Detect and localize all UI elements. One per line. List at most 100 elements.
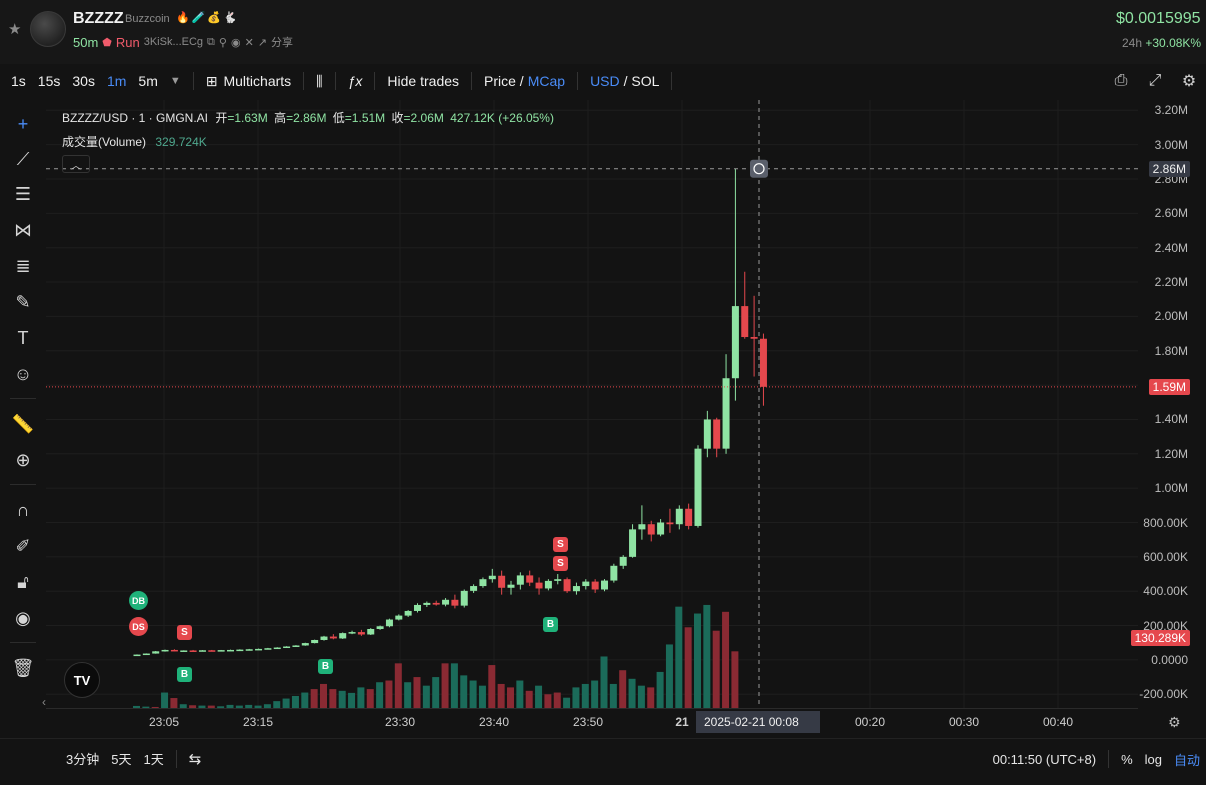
range-3min[interactable]: 3分钟 xyxy=(66,752,100,767)
lock-drawing-icon[interactable]: ✐ xyxy=(15,535,31,556)
volume-bar xyxy=(722,611,730,708)
volume-bar xyxy=(329,689,337,708)
lock-icon[interactable]: 🔓︎ xyxy=(17,571,29,592)
candle-body xyxy=(208,650,216,652)
candle-body xyxy=(170,649,178,652)
time-axis-label: 21 xyxy=(675,715,689,729)
log-toggle[interactable]: log xyxy=(1144,751,1162,767)
zoom-in-icon[interactable]: ⊕ xyxy=(15,449,31,470)
time-axis-label: 00:30 xyxy=(948,715,980,729)
candle-body xyxy=(601,580,608,590)
volume-bar xyxy=(282,698,290,708)
interval-1m[interactable]: 1m xyxy=(106,73,127,89)
volume-bar xyxy=(170,698,178,708)
sol-toggle[interactable]: / SOL xyxy=(623,73,660,89)
website-icon[interactable]: ◉ xyxy=(230,36,241,49)
tradingview-logo[interactable]: TV xyxy=(64,662,100,698)
goto-date-icon[interactable]: ⇆ xyxy=(188,750,202,768)
volume-bar xyxy=(366,689,374,708)
crosshair-price-tag: 2.86M xyxy=(1148,160,1190,177)
sell-marker[interactable]: S xyxy=(553,537,568,552)
volume-bar xyxy=(478,685,486,708)
price-axis-label: 3.00M xyxy=(1154,137,1188,152)
candle-body xyxy=(619,556,627,566)
candle-body xyxy=(629,529,637,557)
token-name: Buzzcoin xyxy=(125,13,170,25)
interval-30s[interactable]: 30s xyxy=(72,73,95,89)
magnet-icon[interactable]: ∩ xyxy=(16,499,30,520)
share-label[interactable]: 分享 xyxy=(271,37,293,49)
mcap-toggle[interactable]: MCap xyxy=(527,73,566,89)
interval-15s[interactable]: 15s xyxy=(37,73,61,89)
candle-body xyxy=(741,306,749,338)
legend-open: =1.63M xyxy=(227,111,268,125)
volume-bar xyxy=(338,690,346,708)
volume-bar xyxy=(665,644,673,708)
volume-bar xyxy=(161,692,169,708)
volume-bar xyxy=(516,680,524,708)
sell-marker[interactable]: S xyxy=(553,556,568,571)
fullscreen-icon[interactable]: ⤢ xyxy=(1148,72,1162,89)
candle-body xyxy=(142,653,150,656)
interval-5m[interactable]: 5m xyxy=(138,73,158,89)
volume-bar xyxy=(320,683,327,708)
volume-bar xyxy=(647,687,655,708)
brush-icon[interactable]: ✎ xyxy=(15,291,31,312)
x-twitter-icon[interactable]: ✕ xyxy=(244,36,254,49)
hide-trades-button[interactable]: Hide trades xyxy=(387,73,460,89)
fib-icon[interactable]: ≣ xyxy=(15,255,31,276)
candle-body xyxy=(385,619,393,627)
screenshot-camera-icon[interactable]: ⎙ xyxy=(1114,72,1128,89)
buy-marker[interactable]: B xyxy=(177,667,192,682)
range-1d[interactable]: 1天 xyxy=(143,752,164,767)
sell-marker[interactable]: S xyxy=(177,625,192,640)
auto-toggle[interactable]: 自动 xyxy=(1173,752,1200,768)
visibility-eye-icon[interactable]: ◉ xyxy=(15,607,31,628)
favorite-star-icon[interactable]: ★ xyxy=(8,21,22,38)
copy-icon[interactable]: ⧉ xyxy=(207,35,215,48)
trendline-icon[interactable]: ⟋ xyxy=(16,148,30,169)
range-5d[interactable]: 5天 xyxy=(111,752,132,767)
price-axis[interactable]: 3.20M 3.00M 2.80M 2.60M 2.40M 2.20M 2.00M 1.80M… xyxy=(1130,100,1206,708)
multicharts-button[interactable]: Multicharts xyxy=(223,73,292,89)
trash-icon[interactable]: 🗑︎ xyxy=(11,657,35,678)
candle-body xyxy=(591,581,599,590)
candle-body xyxy=(479,579,487,587)
candle-body xyxy=(264,648,272,650)
share-icon[interactable]: ↗ xyxy=(257,36,267,49)
indicators-icon[interactable]: ƒx xyxy=(347,73,363,89)
time-axis[interactable]: 23:05 23:15 23:30 23:40 23:50 21 00:20 00:30 00:… xyxy=(46,708,1138,734)
buy-marker[interactable]: B xyxy=(543,617,558,632)
search-icon[interactable]: ⚲ xyxy=(218,36,227,49)
pattern-icon[interactable]: ⋈ xyxy=(14,219,32,240)
dev-buy-marker[interactable]: DB xyxy=(129,591,148,610)
horizontal-lines-icon[interactable]: ☰ xyxy=(14,183,32,204)
emoji-icon[interactable]: ☺ xyxy=(13,363,33,384)
token-address[interactable]: 3KiSk...ECg xyxy=(143,36,204,48)
candle-body xyxy=(451,599,459,606)
volume-bar xyxy=(572,687,580,708)
volume-bar xyxy=(731,651,739,708)
percent-toggle[interactable]: % xyxy=(1121,751,1133,767)
interval-dropdown-icon[interactable]: ▼ xyxy=(169,75,181,87)
buy-marker[interactable]: B xyxy=(318,659,333,674)
ruler-icon[interactable]: 📏 xyxy=(11,413,35,434)
multicharts-icon[interactable]: ⊞ xyxy=(205,73,218,89)
chart-pane[interactable] xyxy=(46,100,1138,708)
crosshair-icon[interactable]: + xyxy=(17,113,29,134)
candle-body xyxy=(357,632,365,635)
dev-sell-marker[interactable]: DS xyxy=(129,617,148,636)
volume-bar xyxy=(217,706,225,708)
collapse-arrow-icon[interactable]: ‹ xyxy=(42,695,46,709)
candle-type-icon[interactable]: ⫼ xyxy=(316,73,323,89)
candle-body xyxy=(255,648,263,651)
settings-gear-icon[interactable]: ⚙ xyxy=(1181,73,1197,90)
axis-settings-icon[interactable]: ⚙ xyxy=(1168,714,1181,730)
legend-high-label: 高 xyxy=(274,111,287,125)
text-tool-icon[interactable]: T xyxy=(17,327,29,348)
price-toggle[interactable]: Price / xyxy=(484,73,524,89)
volume-bar xyxy=(619,670,627,708)
collapse-legend-button[interactable]: ︿ xyxy=(62,155,90,173)
usd-toggle[interactable]: USD xyxy=(590,73,620,89)
interval-1s[interactable]: 1s xyxy=(11,73,26,89)
